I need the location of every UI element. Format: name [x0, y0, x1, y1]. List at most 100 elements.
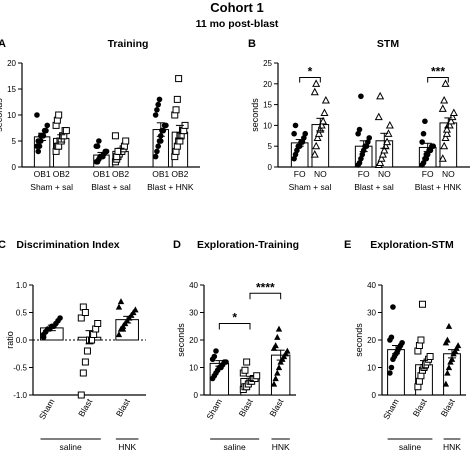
data-point [302, 130, 309, 137]
data-point [152, 112, 159, 118]
data-point [36, 143, 43, 149]
x-tick-label: Sham [37, 397, 57, 421]
group-label: HNK [272, 442, 290, 452]
data-point [388, 364, 395, 371]
group-label: saline [399, 442, 421, 452]
data-point [115, 303, 123, 310]
data-point [83, 347, 91, 355]
data-point [163, 122, 169, 129]
group-label: Blast + HNK [147, 182, 194, 192]
data-point [292, 122, 299, 129]
x-tick-label: Blast [439, 396, 457, 418]
y-tick-label: 0 [372, 391, 377, 400]
data-point [320, 108, 329, 117]
data-point [274, 369, 281, 376]
data-point [420, 130, 427, 137]
data-point [314, 129, 323, 137]
data-point [253, 372, 261, 380]
significance-label: *** [431, 65, 445, 79]
group-label: HNK [443, 442, 461, 452]
data-point [383, 137, 392, 146]
data-point [312, 79, 321, 87]
data-point [430, 143, 437, 149]
y-tick-label: 10 [189, 364, 198, 373]
y-tick-label: -1.0 [13, 391, 27, 400]
y-tick-label: -0.5 [13, 364, 27, 373]
panel-d: D Exploration-Training 0 10 20 30 40 seconds Sha… [173, 239, 299, 452]
x-tick-label: NO [442, 169, 455, 179]
data-point [310, 150, 319, 158]
x-tick-label: OB2 [53, 169, 70, 179]
data-point [270, 380, 278, 387]
y-tick-label: 40 [189, 281, 198, 290]
group-label: Sham + sal [289, 182, 332, 192]
y-tick-label: 0.5 [16, 309, 28, 318]
data-point [312, 141, 321, 150]
data-point [441, 79, 450, 87]
data-point [38, 138, 44, 144]
x-tick-label: Sham [381, 397, 401, 421]
group-label: saline [60, 442, 82, 452]
data-point [272, 342, 279, 349]
data-point [79, 369, 87, 377]
data-point [132, 306, 139, 313]
y-tick-label: 0.0 [16, 336, 28, 345]
data-point [96, 138, 102, 144]
data-point [399, 339, 405, 346]
data-point [154, 148, 160, 155]
data-point [77, 391, 85, 399]
data-point [243, 358, 251, 366]
x-tick-label: OB1 [152, 169, 169, 179]
data-point [117, 298, 125, 305]
data-point [175, 75, 183, 83]
y-tick-label: 0 [268, 163, 273, 172]
y-axis-label: seconds [0, 98, 4, 132]
data-point [449, 108, 458, 117]
x-tick-label: OB2 [171, 169, 188, 179]
data-point [377, 154, 386, 162]
data-point [119, 325, 127, 332]
data-point [418, 300, 426, 308]
group-label: Blast + sal [91, 182, 131, 192]
data-point [454, 342, 462, 349]
group-label: Sham + sal [30, 182, 73, 192]
data-point [438, 154, 447, 162]
data-point [111, 132, 119, 140]
y-axis-label: seconds [176, 323, 186, 357]
data-point [211, 353, 218, 360]
data-point [94, 143, 101, 149]
data-point [43, 127, 49, 134]
y-tick-label: 30 [367, 309, 376, 318]
data-point [419, 139, 425, 145]
y-tick-label: 20 [7, 59, 16, 68]
data-point [423, 151, 430, 158]
data-point [81, 358, 89, 366]
data-point [62, 127, 70, 135]
data-point [35, 148, 42, 155]
data-point [445, 322, 453, 329]
significance-bracket [249, 292, 282, 300]
data-point [388, 334, 395, 341]
data-point [154, 107, 160, 113]
data-point [152, 153, 159, 160]
x-tick-label: Blast [76, 396, 94, 418]
panel-title: Training [108, 38, 149, 50]
data-point [441, 133, 450, 141]
data-point [57, 315, 63, 321]
data-point [444, 336, 451, 343]
figure-subtitle: 11 mo post-blast [196, 18, 279, 30]
data-point [155, 143, 161, 149]
data-point [97, 153, 103, 160]
data-point [374, 112, 383, 121]
data-point [103, 148, 110, 155]
data-point [440, 141, 449, 150]
x-tick-label: Blast [237, 396, 255, 418]
y-tick-label: 20 [263, 80, 272, 89]
x-tick-label: OB1 [93, 169, 110, 179]
y-tick-label: 20 [189, 336, 198, 345]
data-point [445, 364, 453, 371]
y-tick-label: 1.0 [16, 281, 28, 290]
data-point [173, 95, 181, 103]
panel-letter: C [0, 239, 6, 251]
y-tick-label: 0 [12, 163, 17, 172]
